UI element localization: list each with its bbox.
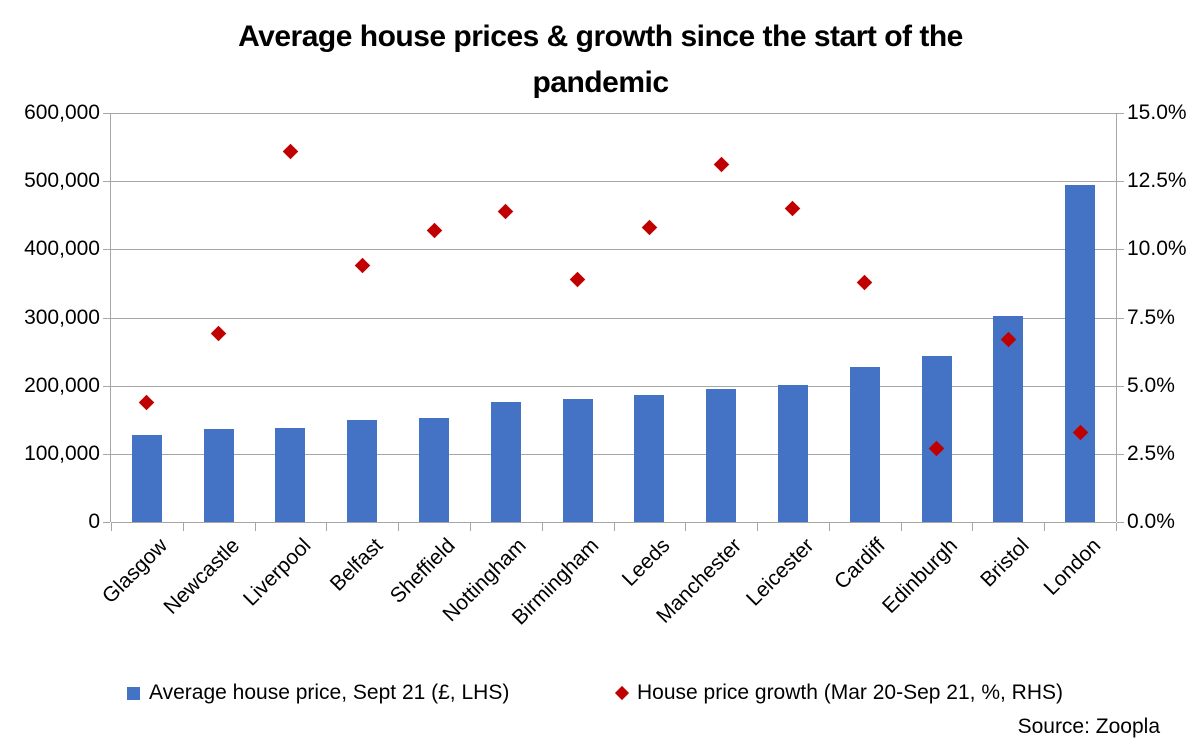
bar-cardiff bbox=[849, 366, 880, 522]
diamond-newcastle bbox=[210, 326, 227, 342]
plot-area bbox=[103, 113, 1124, 531]
left-axis-tick bbox=[103, 113, 110, 114]
legend-item-growth: House price growth (Mar 20-Sep 21, %, RH… bbox=[614, 681, 1063, 705]
legend-price-label: Average house price, Sept 21 (£, LHS) bbox=[149, 681, 510, 704]
x-axis-label-london: London bbox=[1039, 534, 1106, 600]
chart-title-line1: Average house prices & growth since the … bbox=[238, 20, 963, 53]
diamond-glasgow bbox=[139, 394, 155, 410]
bar-manchester bbox=[706, 388, 737, 522]
x-axis-tick bbox=[757, 523, 759, 531]
bar-glasgow bbox=[131, 435, 162, 522]
x-axis-label-belfast: Belfast bbox=[325, 534, 388, 596]
left-axis-tick-label: 600,000 bbox=[24, 101, 100, 124]
x-axis-label-glasgow: Glasgow bbox=[98, 534, 173, 609]
gridline bbox=[111, 113, 1116, 114]
left-axis-tick bbox=[103, 454, 110, 455]
right-axis-tick-label: 7.5% bbox=[1127, 305, 1175, 329]
gridline bbox=[111, 454, 1116, 455]
left-axis-tick bbox=[103, 318, 110, 319]
right-axis-tick bbox=[1117, 386, 1124, 387]
right-axis-tick bbox=[1117, 454, 1124, 455]
gridline bbox=[111, 318, 1116, 319]
bar-leeds bbox=[634, 395, 665, 522]
x-axis-label-newcastle: Newcastle bbox=[159, 534, 244, 619]
bar-edinburgh bbox=[921, 355, 952, 522]
gridline bbox=[111, 181, 1116, 182]
x-axis-label-edinburgh: Edinburgh bbox=[877, 534, 962, 618]
diamond-belfast bbox=[354, 257, 371, 274]
x-axis-tick bbox=[1044, 523, 1046, 531]
x-axis-tick bbox=[972, 523, 974, 531]
diamond-sheffield bbox=[426, 222, 442, 239]
left-axis-tick bbox=[103, 249, 110, 250]
bar-bristol bbox=[993, 316, 1024, 522]
x-axis-tick bbox=[541, 523, 543, 531]
chart-title-line2: pandemic bbox=[532, 66, 669, 99]
x-axis-tick bbox=[182, 523, 184, 531]
left-axis-tick-label: 200,000 bbox=[24, 373, 100, 397]
bar-nottingham bbox=[490, 402, 521, 522]
legend: Average house price, Sept 21 (£, LHS) Ho… bbox=[0, 681, 1201, 707]
diamond-cardiff bbox=[856, 274, 873, 290]
x-axis-label-leicester: Leicester bbox=[741, 534, 819, 611]
right-axis-tick-label: 5.0% bbox=[1127, 373, 1175, 397]
bar-leicester bbox=[777, 385, 808, 522]
x-axis-tick bbox=[685, 523, 687, 531]
bar-birmingham bbox=[562, 398, 593, 522]
diamond-manchester bbox=[713, 157, 729, 173]
x-axis-tick bbox=[469, 523, 471, 531]
left-axis-tick-label: 400,000 bbox=[24, 237, 100, 261]
diamond-series-marker-icon bbox=[614, 685, 630, 701]
gridline bbox=[111, 249, 1116, 250]
right-axis-tick-label: 15.0% bbox=[1127, 101, 1187, 124]
bar-sheffield bbox=[419, 418, 450, 522]
right-axis-tick-label: 10.0% bbox=[1127, 237, 1187, 261]
diamond-birmingham bbox=[569, 271, 586, 288]
right-axis-tick bbox=[1117, 522, 1124, 523]
left-axis-tick bbox=[103, 386, 110, 387]
x-axis-tick bbox=[111, 523, 112, 531]
bar-london bbox=[1065, 185, 1096, 522]
right-axis-tick-label: 0.0% bbox=[1127, 510, 1175, 533]
diamond-leeds bbox=[641, 219, 658, 236]
left-axis-tick-label: 500,000 bbox=[24, 169, 100, 193]
gridline bbox=[111, 386, 1116, 387]
x-axis-tick bbox=[828, 523, 830, 531]
right-axis-tick bbox=[1117, 181, 1124, 182]
right-axis-tick-label: 12.5% bbox=[1127, 169, 1187, 193]
left-axis-tick bbox=[103, 522, 110, 523]
left-axis-tick-label: 100,000 bbox=[24, 441, 100, 465]
x-axis-tick bbox=[254, 523, 256, 531]
x-axis-tick bbox=[1116, 523, 1117, 531]
x-axis-label-bristol: Bristol bbox=[976, 534, 1034, 592]
diamond-liverpool bbox=[282, 143, 299, 159]
source-note: Source: Zoopla bbox=[1017, 715, 1160, 738]
left-axis-tick bbox=[103, 181, 110, 182]
bar-liverpool bbox=[275, 428, 306, 522]
bar-newcastle bbox=[203, 429, 234, 522]
diamond-leicester bbox=[785, 200, 801, 217]
x-axis-tick bbox=[613, 523, 615, 531]
left-axis-tick-label: 300,000 bbox=[24, 305, 100, 329]
bar-series-marker-icon bbox=[127, 686, 140, 700]
x-axis-tick bbox=[398, 523, 400, 531]
x-axis-tick bbox=[900, 523, 902, 531]
chart-title: Average house prices & growth since the … bbox=[0, 14, 1201, 106]
x-axis-label-leeds: Leeds bbox=[617, 534, 675, 591]
bar-belfast bbox=[347, 420, 378, 522]
legend-growth-label: House price growth (Mar 20-Sep 21, %, RH… bbox=[637, 681, 1063, 704]
gridline bbox=[111, 522, 1116, 523]
x-axis-label-liverpool: Liverpool bbox=[239, 534, 316, 611]
diamond-nottingham bbox=[498, 203, 514, 219]
right-axis-tick-label: 2.5% bbox=[1127, 441, 1175, 465]
x-axis-tick bbox=[326, 523, 328, 531]
legend-item-price: Average house price, Sept 21 (£, LHS) bbox=[127, 681, 509, 705]
left-axis-tick-label: 0 bbox=[88, 510, 100, 533]
x-axis-label-sheffield: Sheffield bbox=[385, 534, 460, 608]
right-axis-tick bbox=[1117, 318, 1124, 319]
right-axis-tick bbox=[1117, 249, 1124, 250]
x-axis-label-cardiff: Cardiff bbox=[830, 534, 891, 594]
right-axis-tick bbox=[1117, 113, 1124, 114]
